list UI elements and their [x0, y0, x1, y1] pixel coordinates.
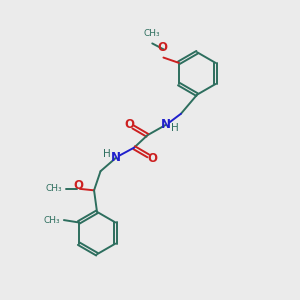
Text: O: O: [147, 152, 158, 165]
Text: CH₃: CH₃: [46, 184, 62, 194]
Text: N: N: [111, 152, 121, 164]
Text: H: H: [171, 123, 179, 133]
Text: CH₃: CH₃: [44, 216, 60, 225]
Text: CH₃: CH₃: [144, 28, 160, 38]
Text: O: O: [125, 118, 135, 131]
Text: H: H: [103, 148, 111, 158]
Text: N: N: [160, 118, 171, 131]
Text: O: O: [157, 41, 167, 54]
Text: O: O: [74, 179, 83, 192]
